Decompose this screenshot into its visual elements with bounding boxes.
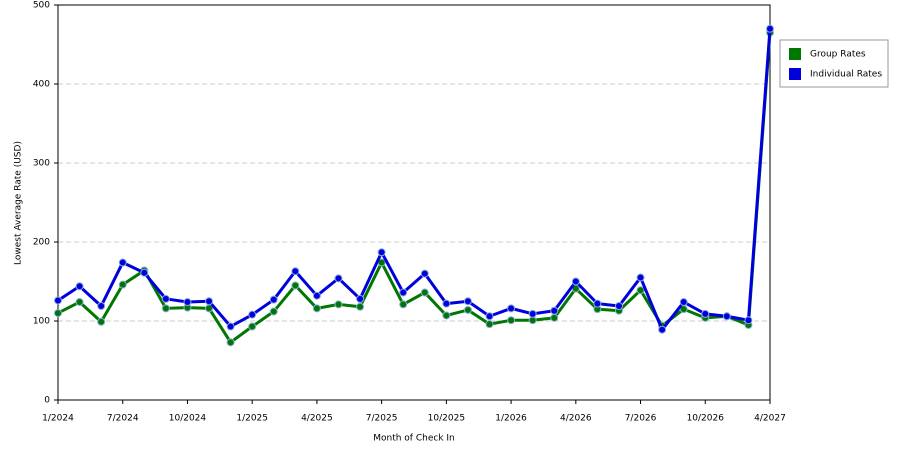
point [593,299,602,308]
point [291,281,300,290]
point [766,24,774,33]
point [118,258,127,267]
legend-swatch [789,48,801,60]
point [75,298,84,307]
point [507,316,516,325]
x-tick-label: 10/2026 [687,414,725,424]
x-tick-label: 10/2025 [428,414,465,424]
point [205,297,214,306]
point [442,311,451,320]
point [463,297,472,306]
point [636,273,645,282]
x-tick-label: 7/2026 [625,414,657,424]
y-tick-label: 100 [33,317,50,327]
point [140,268,149,277]
x-tick-label: 7/2025 [366,414,398,424]
point [356,302,365,311]
point [550,306,559,315]
plot-frame [57,4,771,401]
point [722,312,731,321]
point [571,277,580,286]
point [420,269,429,278]
point [161,294,170,303]
point [248,310,257,319]
point [485,320,494,329]
point [334,300,343,309]
point [485,312,494,321]
point [463,305,472,314]
point [269,295,278,304]
x-tick-label: 1/2026 [495,414,527,424]
point [399,288,408,297]
point [614,301,623,310]
legend-label: Individual Rates [810,70,882,80]
x-tick-label: 10/2024 [169,414,207,424]
point [226,338,235,347]
point [334,274,343,283]
point [97,317,106,326]
point [679,298,688,307]
point [377,248,386,257]
series-line [57,32,772,345]
point [658,325,667,334]
point [356,294,365,303]
y-tick-label: 200 [33,238,50,248]
legend-swatch [789,68,801,80]
point [507,304,516,313]
point [75,282,84,291]
x-tick-label: 4/2027 [754,414,786,424]
x-axis-label: Month of Check In [373,434,455,444]
x-tick-label: 1/2025 [236,414,268,424]
y-tick-label: 0 [44,396,50,406]
y-tick-label: 500 [33,1,50,11]
series-line [57,28,772,333]
point [118,280,127,289]
point [54,309,62,318]
y-axis-label: Lowest Average Rate (USD) [14,141,24,265]
point [636,286,645,295]
point [744,316,753,325]
point [97,301,106,310]
point [291,267,300,276]
point [54,296,62,305]
point [312,291,321,300]
x-tick-label: 1/2024 [42,414,74,424]
x-tick-label: 7/2024 [107,414,139,424]
point [420,288,429,297]
point [528,309,537,318]
point [161,304,170,313]
point [248,322,257,331]
y-tick-label: 400 [33,80,50,90]
x-tick-label: 4/2026 [560,414,592,424]
point [550,313,559,322]
point [226,322,235,331]
legend-label: Group Rates [810,50,866,60]
x-tick-label: 4/2025 [301,414,333,424]
point [701,309,710,318]
y-tick-label: 300 [33,159,50,169]
point [399,300,408,309]
point [442,299,451,308]
point [269,307,278,316]
point [183,298,192,307]
point [312,304,321,313]
